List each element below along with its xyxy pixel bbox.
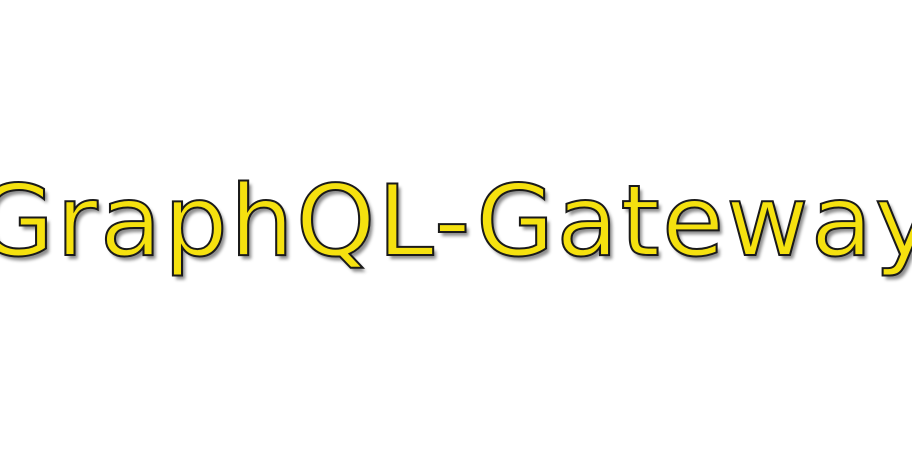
logo-wordmark: GraphQL-Gateway — [0, 165, 912, 279]
